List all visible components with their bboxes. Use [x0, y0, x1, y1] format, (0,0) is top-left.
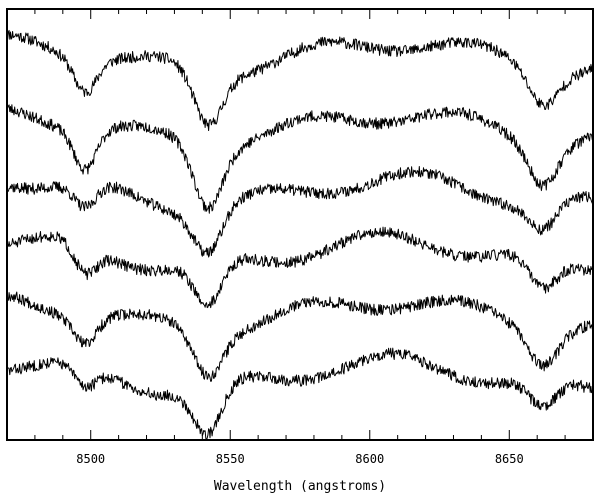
x-tick-label-8600: 8600	[355, 452, 384, 466]
spectrum-line-4	[6, 226, 594, 309]
x-ticks	[6, 9, 594, 440]
x-tick-label-8500: 8500	[76, 452, 105, 466]
spectra-series	[6, 29, 594, 441]
spectrum-line-1	[6, 29, 594, 132]
spectrum-line-2	[6, 104, 594, 214]
x-tick-label-8550: 8550	[216, 452, 245, 466]
x-tick-label-8650: 8650	[495, 452, 524, 466]
plot-frame	[6, 8, 594, 441]
spectrum-line-6	[6, 347, 594, 441]
spectrum-line-3	[6, 166, 594, 258]
x-axis-label: Wavelength (angstroms)	[214, 479, 386, 494]
spectrum-line-5	[6, 291, 594, 382]
x-tick-labels: 8500 8550 8600 8650	[76, 452, 523, 466]
